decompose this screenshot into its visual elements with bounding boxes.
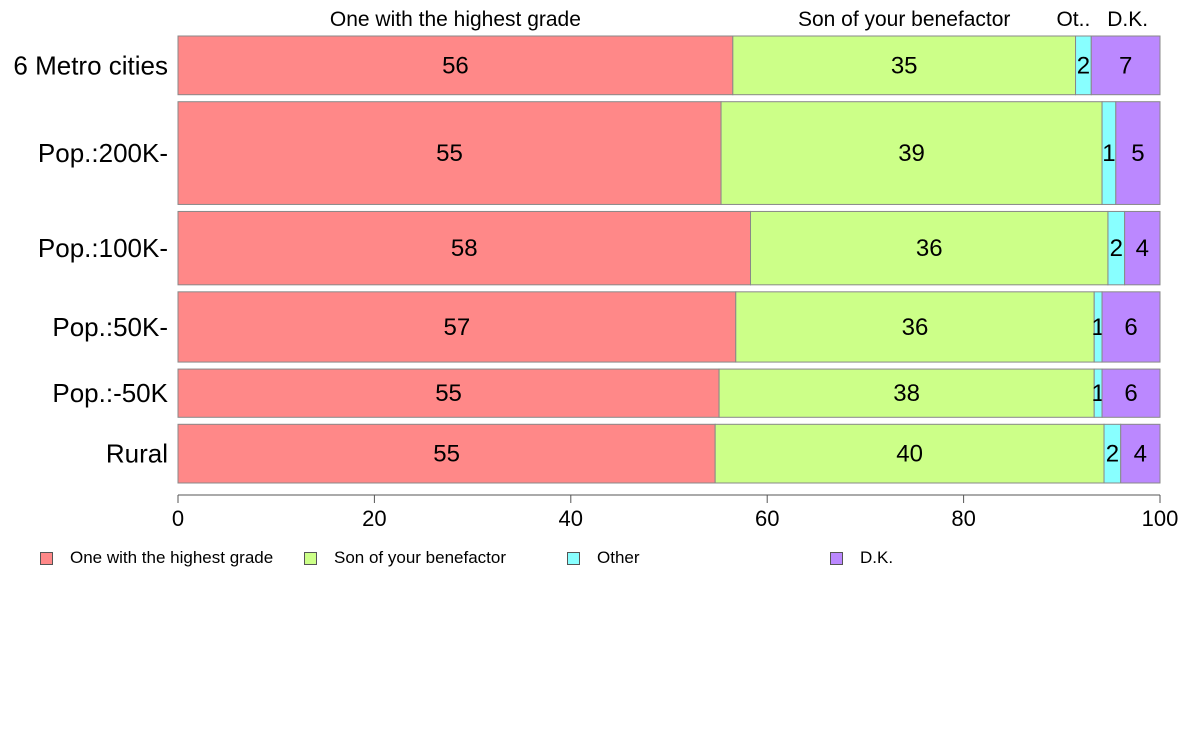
data-label-son-of-your-benefactor-pop-50k: 36 xyxy=(902,314,929,341)
data-label-one-with-the-highest-grade-pop-200k: 55 xyxy=(436,140,463,167)
x-tick-label-40: 40 xyxy=(559,506,583,531)
data-label-other-pop-100k: 2 xyxy=(1110,235,1123,262)
data-label-d-k-rural: 4 xyxy=(1134,441,1147,468)
data-label-one-with-the-highest-grade-rural: 55 xyxy=(433,441,460,468)
legend-swatch-highest-grade xyxy=(40,551,53,565)
top-series-label-d-k: D.K. xyxy=(1107,8,1148,31)
data-label-son-of-your-benefactor-6-metro-cities: 35 xyxy=(891,52,918,79)
category-label-6-metro-cities: 6 Metro cities xyxy=(13,50,168,80)
top-series-label-son-of-your-benefactor: Son of your benefactor xyxy=(798,8,1010,31)
bar-son-of-your-benefactor-6-metro-cities xyxy=(732,35,1077,96)
data-label-one-with-the-highest-grade-pop-100k: 58 xyxy=(451,235,478,262)
legend-label-other: Other xyxy=(597,548,640,567)
x-tick-label-80: 80 xyxy=(951,506,975,531)
legend-label-dk: D.K. xyxy=(860,548,894,567)
bar-one-with-the-highest-grade-rural xyxy=(177,423,716,484)
bar-d-k-pop-50k xyxy=(1101,368,1161,418)
legend-item-other: Other xyxy=(567,548,640,568)
data-label-other-pop-50k: 1 xyxy=(1091,380,1104,407)
bar-d-k-rural xyxy=(1120,423,1161,484)
data-label-son-of-your-benefactor-pop-200k: 39 xyxy=(898,140,925,167)
data-label-other-pop-200k: 1 xyxy=(1102,140,1115,167)
bar-one-with-the-highest-grade-pop-100k xyxy=(177,210,752,286)
top-series-label-one-with-the-highest-grade: One with the highest grade xyxy=(330,8,581,31)
bar-d-k-pop-50k xyxy=(1101,291,1161,363)
bar-d-k-pop-100k xyxy=(1124,210,1161,286)
legend-swatch-dk xyxy=(830,551,843,565)
bar-one-with-the-highest-grade-pop-200k xyxy=(177,101,722,205)
bar-d-k-6-metro-cities xyxy=(1090,35,1161,96)
legend: One with the highest grade Son of your b… xyxy=(0,548,1188,568)
x-tick-label-0: 0 xyxy=(172,506,184,531)
category-label-pop-100k: Pop.:100K- xyxy=(38,233,168,263)
x-tick-label-100: 100 xyxy=(1142,506,1179,531)
x-tick-label-20: 20 xyxy=(362,506,386,531)
data-label-other-6-metro-cities: 2 xyxy=(1077,52,1090,79)
legend-item-highest-grade: One with the highest grade xyxy=(40,548,273,568)
category-label-pop-50k: Pop.:50K- xyxy=(52,312,168,342)
data-label-d-k-pop-200k: 5 xyxy=(1131,140,1144,167)
category-label-pop-200k: Pop.:200K- xyxy=(38,138,168,168)
bar-son-of-your-benefactor-rural xyxy=(714,423,1105,484)
data-label-son-of-your-benefactor-pop-100k: 36 xyxy=(916,235,943,262)
bar-son-of-your-benefactor-pop-50k xyxy=(735,291,1095,363)
data-label-one-with-the-highest-grade-pop-50k: 57 xyxy=(444,314,471,341)
top-series-label-ot: Ot.. xyxy=(1056,8,1090,31)
bar-one-with-the-highest-grade-pop-50k xyxy=(177,368,720,418)
data-label-other-pop-50k: 1 xyxy=(1091,314,1104,341)
category-label-rural: Rural xyxy=(106,439,168,469)
data-label-one-with-the-highest-grade-6-metro-cities: 56 xyxy=(442,52,469,79)
bar-son-of-your-benefactor-pop-50k xyxy=(718,368,1095,418)
bar-one-with-the-highest-grade-pop-50k xyxy=(177,291,737,363)
data-label-other-rural: 2 xyxy=(1106,441,1119,468)
legend-swatch-other xyxy=(567,551,580,565)
category-label-pop-50k: Pop.:-50K xyxy=(52,378,168,408)
data-label-d-k-pop-50k: 6 xyxy=(1124,380,1137,407)
data-label-one-with-the-highest-grade-pop-50k: 55 xyxy=(435,380,462,407)
data-label-d-k-pop-50k: 6 xyxy=(1124,314,1137,341)
legend-item-dk: D.K. xyxy=(830,548,893,568)
bar-one-with-the-highest-grade-6-metro-cities xyxy=(177,35,734,96)
data-label-d-k-pop-100k: 4 xyxy=(1136,235,1149,262)
data-label-d-k-6-metro-cities: 7 xyxy=(1119,52,1132,79)
legend-label-benefactor: Son of your benefactor xyxy=(334,548,507,567)
bar-son-of-your-benefactor-pop-100k xyxy=(750,210,1109,286)
legend-label-highest-grade: One with the highest grade xyxy=(70,548,274,567)
bar-son-of-your-benefactor-pop-200k xyxy=(720,101,1103,205)
legend-item-benefactor: Son of your benefactor xyxy=(304,548,506,568)
x-tick-label-60: 60 xyxy=(755,506,779,531)
data-label-son-of-your-benefactor-pop-50k: 38 xyxy=(893,380,920,407)
data-label-son-of-your-benefactor-rural: 40 xyxy=(896,441,923,468)
legend-swatch-benefactor xyxy=(304,551,317,565)
bar-d-k-pop-200k xyxy=(1115,101,1161,205)
